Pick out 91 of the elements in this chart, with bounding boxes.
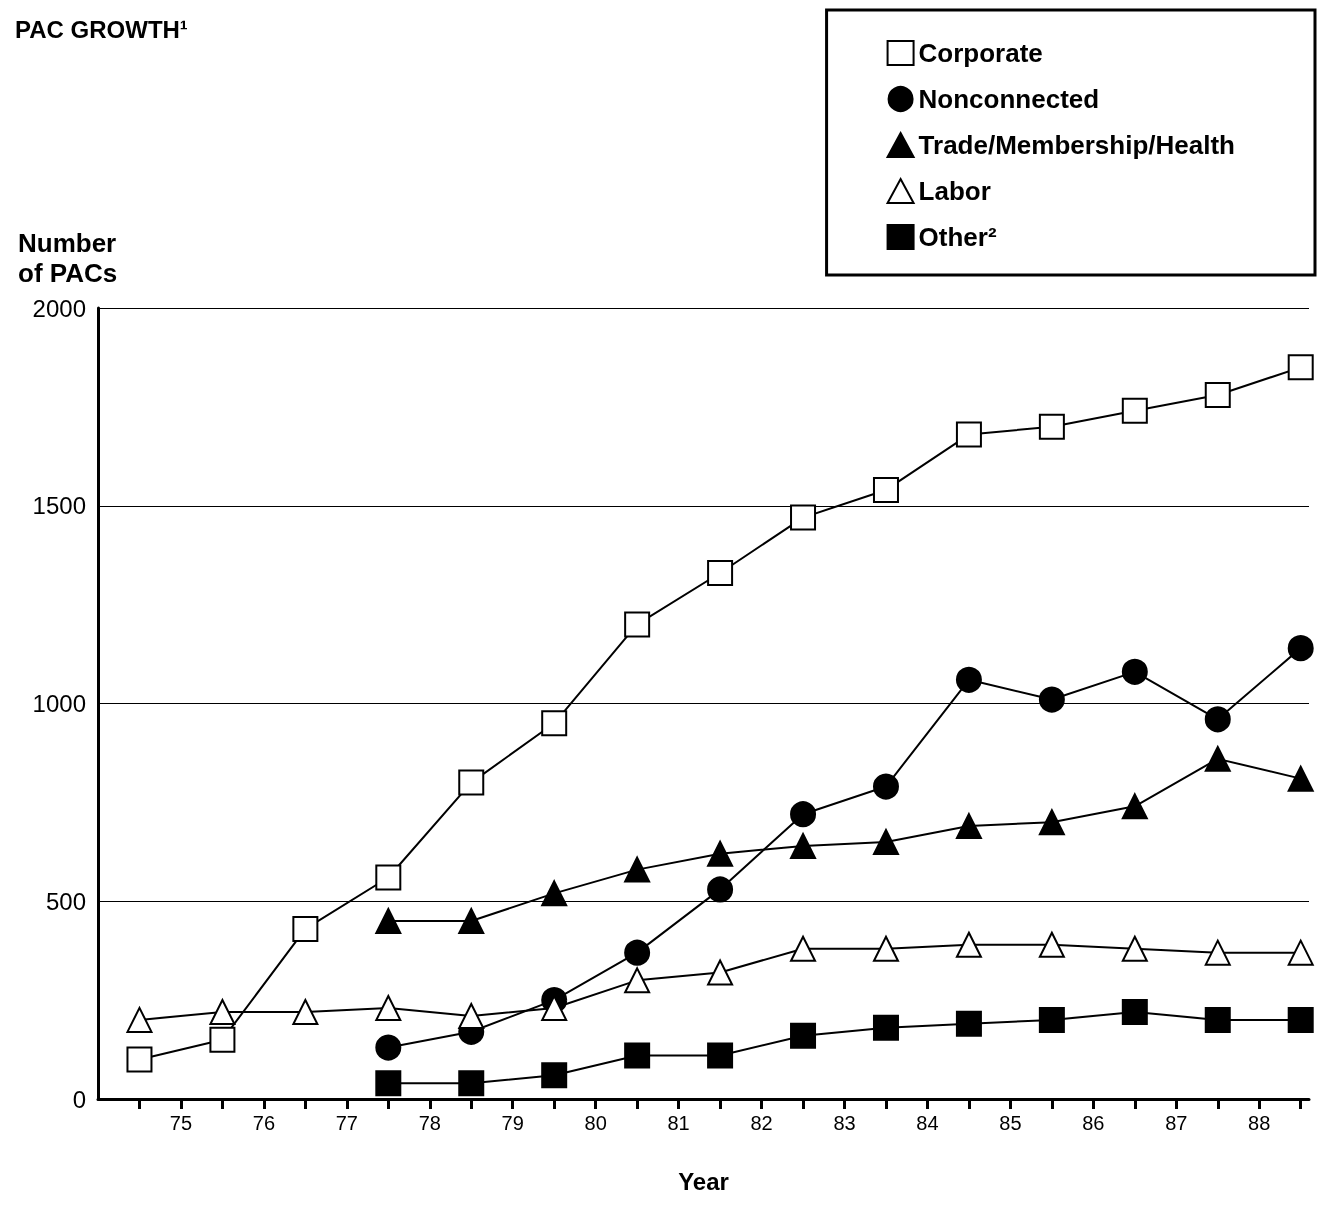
point	[1038, 686, 1065, 713]
point	[790, 1022, 817, 1049]
y-tick-label: 1000	[32, 690, 86, 717]
point	[1038, 1006, 1065, 1033]
point	[955, 931, 982, 958]
point	[1287, 354, 1314, 381]
point	[292, 915, 319, 942]
point	[375, 908, 402, 935]
point	[1121, 998, 1148, 1025]
point	[790, 504, 817, 531]
point	[1038, 413, 1065, 440]
point	[458, 769, 485, 796]
legend-label: Nonconnected	[918, 84, 1100, 114]
point	[375, 864, 402, 891]
point	[541, 995, 568, 1022]
point	[624, 939, 651, 966]
y-tick-label: 1500	[32, 492, 86, 520]
point	[624, 1042, 651, 1069]
point	[955, 421, 982, 448]
legend-label: Labor	[918, 176, 991, 206]
point	[1121, 397, 1148, 424]
x-tick-label: 79	[501, 1112, 524, 1134]
point	[375, 995, 402, 1022]
x-tick-label: 82	[750, 1112, 773, 1134]
point	[790, 935, 817, 962]
x-tick-label: 75	[169, 1112, 193, 1134]
point	[1204, 745, 1231, 772]
point	[209, 1026, 236, 1053]
point	[292, 998, 319, 1025]
point	[458, 908, 485, 935]
point	[707, 840, 734, 867]
point	[458, 1070, 485, 1097]
point	[1204, 706, 1231, 733]
point	[707, 959, 734, 986]
legend-label: Other²	[918, 222, 997, 252]
x-tick-label: 84	[916, 1112, 939, 1134]
x-tick-label: 78	[418, 1112, 441, 1134]
x-tick-label: 81	[667, 1112, 690, 1134]
x-tick-label: 88	[1248, 1112, 1271, 1134]
x-tick-label: 76	[252, 1112, 276, 1134]
point	[624, 856, 651, 883]
point	[1121, 658, 1148, 685]
point	[209, 998, 236, 1025]
point	[1287, 939, 1314, 966]
x-tick-label: 77	[335, 1112, 358, 1134]
point	[1121, 793, 1148, 820]
point	[872, 476, 899, 503]
point	[126, 1046, 153, 1073]
point	[1287, 635, 1314, 662]
x-tick-label: 87	[1165, 1112, 1188, 1134]
point	[707, 559, 734, 586]
point	[790, 832, 817, 859]
point	[375, 1034, 402, 1061]
chart-title: PAC GROWTH¹	[15, 15, 188, 43]
point	[126, 1006, 153, 1033]
y-tick-label: 2000	[32, 294, 86, 322]
point	[458, 1002, 485, 1029]
point	[1204, 382, 1231, 409]
point	[1038, 809, 1065, 836]
point	[541, 710, 568, 737]
point	[1287, 1006, 1314, 1033]
point	[707, 1042, 734, 1069]
x-tick-label: 80	[584, 1112, 607, 1134]
x-tick-label: 86	[1082, 1112, 1105, 1134]
point	[624, 611, 651, 638]
point	[1121, 935, 1148, 962]
x-tick-label: 83	[833, 1112, 856, 1134]
point	[1038, 931, 1065, 958]
point	[624, 967, 651, 994]
y-tick-label: 0	[72, 1085, 86, 1113]
point	[955, 666, 982, 693]
point	[872, 828, 899, 855]
point	[873, 773, 899, 800]
point	[872, 935, 899, 962]
y-tick-label: 500	[45, 887, 86, 915]
x-axis-title: Year	[678, 1167, 729, 1195]
legend-label: Trade/Membership/Health	[918, 130, 1235, 160]
point	[541, 1062, 568, 1089]
point	[955, 813, 982, 840]
point	[541, 880, 568, 907]
point	[955, 1010, 982, 1037]
point	[790, 801, 817, 828]
y-axis-title: Number of PACs	[18, 228, 118, 288]
legend-label: Corporate	[918, 38, 1043, 68]
point	[1204, 939, 1231, 966]
point	[375, 1070, 402, 1097]
point	[707, 876, 734, 903]
point	[1204, 1006, 1231, 1033]
x-tick-label: 85	[999, 1112, 1022, 1134]
point	[872, 1014, 899, 1041]
point	[1287, 765, 1314, 792]
